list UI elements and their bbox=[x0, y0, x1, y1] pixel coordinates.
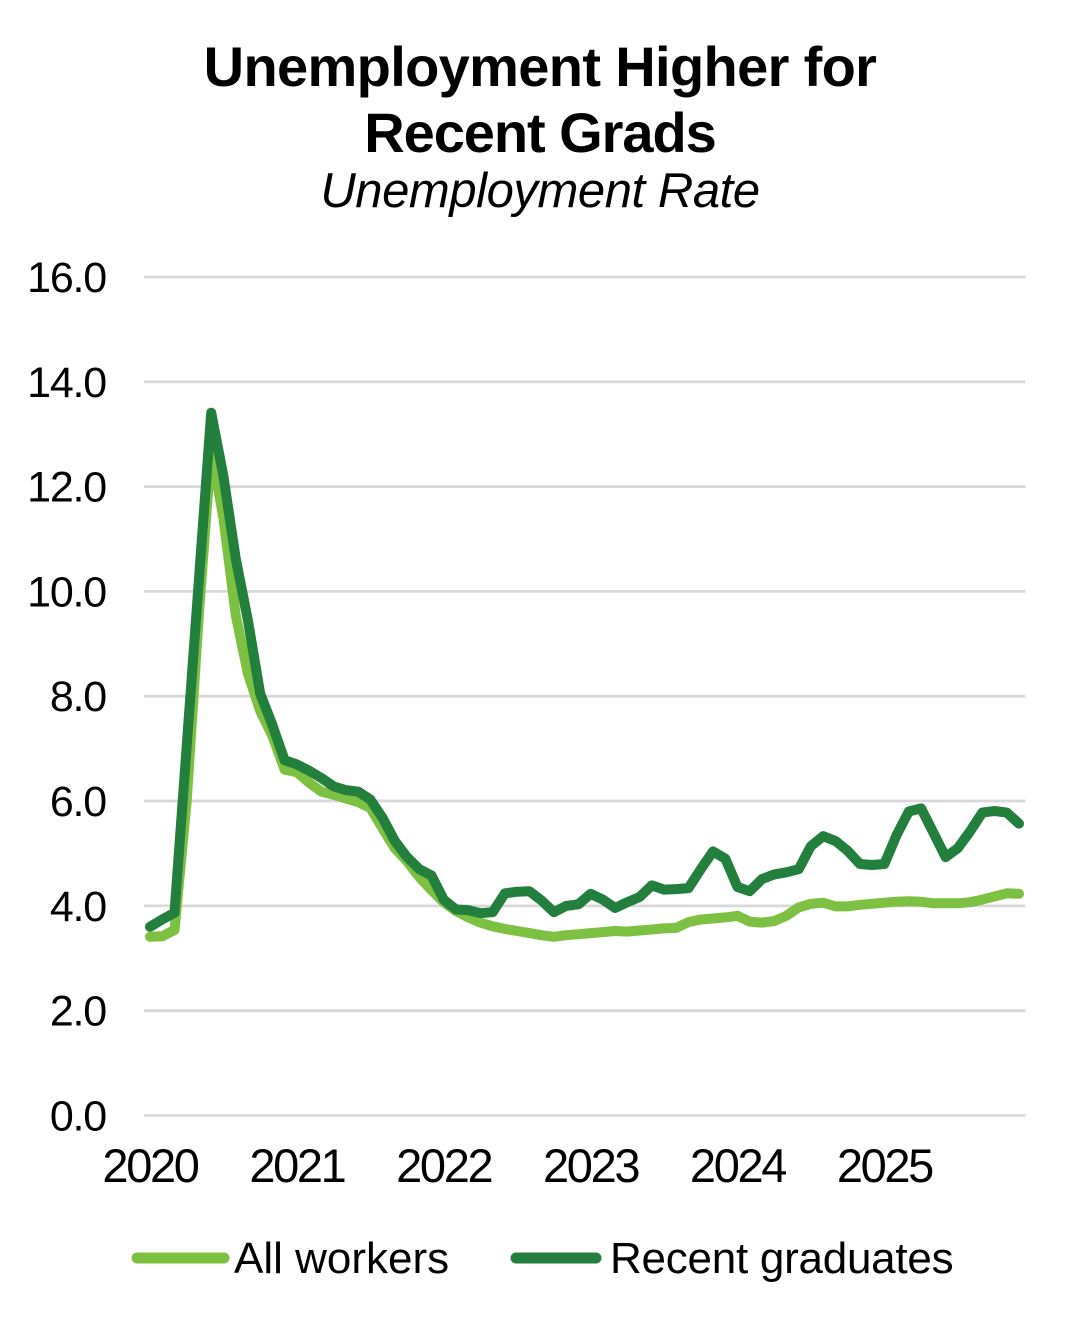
svg-text:2021: 2021 bbox=[249, 1139, 344, 1192]
svg-text:10.0: 10.0 bbox=[27, 568, 106, 616]
svg-text:Unemployment Higher for: Unemployment Higher for bbox=[204, 35, 877, 98]
svg-text:2023: 2023 bbox=[543, 1139, 639, 1192]
svg-text:2022: 2022 bbox=[396, 1139, 491, 1192]
svg-text:2025: 2025 bbox=[837, 1139, 933, 1192]
svg-text:6.0: 6.0 bbox=[50, 778, 106, 826]
svg-text:12.0: 12.0 bbox=[27, 464, 106, 512]
svg-text:16.0: 16.0 bbox=[27, 254, 106, 302]
svg-text:8.0: 8.0 bbox=[50, 673, 106, 721]
svg-text:2.0: 2.0 bbox=[50, 988, 106, 1036]
svg-text:Unemployment Rate: Unemployment Rate bbox=[320, 164, 759, 218]
svg-text:All workers: All workers bbox=[234, 1234, 449, 1283]
svg-text:Recent Grads: Recent Grads bbox=[364, 101, 716, 164]
svg-text:2020: 2020 bbox=[102, 1139, 198, 1192]
svg-text:4.0: 4.0 bbox=[50, 883, 106, 931]
svg-text:2024: 2024 bbox=[690, 1139, 786, 1192]
svg-text:14.0: 14.0 bbox=[27, 359, 106, 407]
svg-text:Recent graduates: Recent graduates bbox=[610, 1234, 953, 1283]
svg-text:0.0: 0.0 bbox=[50, 1093, 106, 1141]
